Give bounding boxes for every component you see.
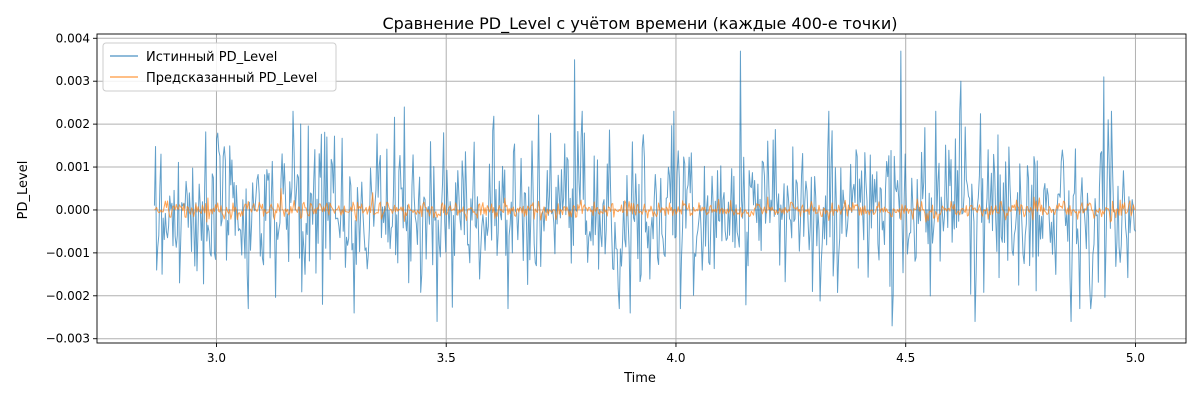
y-tick-label: 0.001 — [56, 160, 90, 174]
chart-title: Сравнение PD_Level с учётом времени (каж… — [382, 14, 897, 34]
x-axis-label: Time — [623, 371, 656, 386]
y-tick-label: 0.000 — [56, 203, 90, 217]
y-tick-label: 0.003 — [56, 74, 90, 88]
x-axis-ticks: 3.0 3.5 4.0 4.5 5.0 — [207, 343, 1145, 365]
y-tick-label: 0.002 — [56, 117, 90, 131]
grid-lines — [97, 34, 1186, 343]
y-tick-label: −0.003 — [46, 332, 90, 346]
x-tick-label: 3.5 — [437, 351, 456, 365]
legend-label: Истинный PD_Level — [146, 50, 277, 65]
legend-label: Предсказанный PD_Level — [146, 71, 317, 86]
legend: Истинный PD_Level Предсказанный PD_Level — [102, 42, 337, 92]
x-tick-label: 5.0 — [1126, 351, 1145, 365]
y-axis-label: PD_Level — [16, 161, 31, 220]
series-line-1 — [153, 50, 1136, 327]
y-tick-label: 0.004 — [56, 31, 90, 45]
x-tick-label: 3.0 — [207, 351, 226, 365]
y-axis-ticks: −0.003 −0.002 −0.001 0.000 0.001 0.002 0.003 0.… — [46, 31, 97, 346]
x-tick-label: 4.0 — [666, 351, 685, 365]
series-layer — [153, 50, 1136, 327]
y-tick-label: −0.001 — [46, 246, 90, 260]
y-tick-label: −0.002 — [46, 289, 90, 303]
x-tick-label: 4.5 — [896, 351, 915, 365]
plot-area-frame — [96, 33, 1187, 344]
series-line-2 — [154, 188, 1136, 223]
legend-box — [102, 42, 337, 92]
